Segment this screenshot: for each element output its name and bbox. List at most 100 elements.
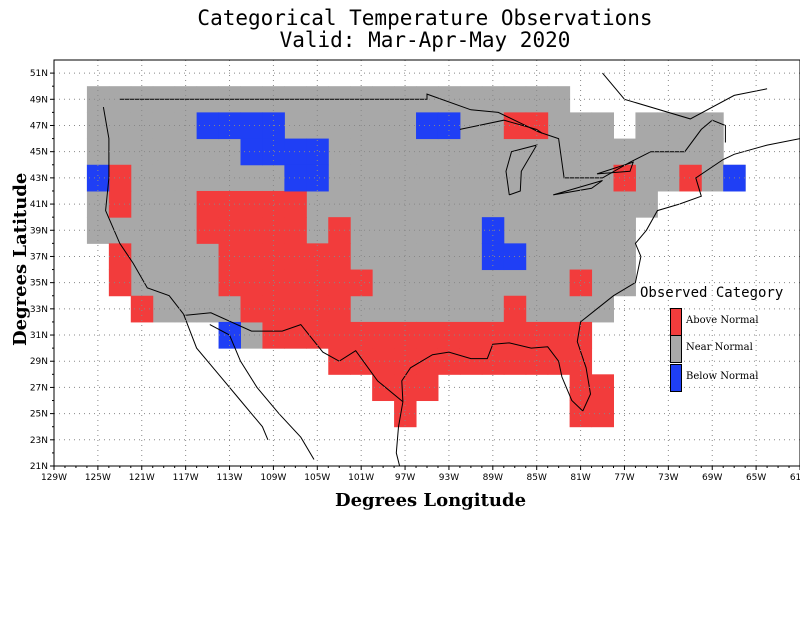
near-normal-cell bbox=[459, 295, 483, 323]
below-normal-cell bbox=[240, 112, 263, 140]
above-normal-cell bbox=[130, 295, 154, 323]
near-normal-cell bbox=[196, 164, 220, 192]
near-normal-cell bbox=[130, 164, 154, 192]
x-tick-label: 109W bbox=[260, 473, 286, 483]
near-normal-cell bbox=[152, 138, 176, 166]
near-normal-cell bbox=[86, 86, 110, 113]
near-normal-cell bbox=[86, 138, 110, 166]
near-normal-cell bbox=[569, 243, 593, 271]
near-normal-cell bbox=[503, 217, 527, 244]
near-normal-cell bbox=[525, 164, 549, 192]
x-tick-label: 81W bbox=[570, 473, 590, 483]
near-normal-cell bbox=[196, 295, 220, 323]
above-normal-cell bbox=[240, 217, 263, 244]
near-normal-cell bbox=[152, 295, 176, 323]
above-normal-cell bbox=[503, 295, 527, 323]
near-normal-cell bbox=[635, 164, 658, 192]
legend-title: Observed Category bbox=[640, 285, 784, 301]
above-normal-cell bbox=[262, 295, 285, 323]
near-normal-cell bbox=[350, 164, 373, 192]
chart-title-line2: Valid: Mar-Apr-May 2020 bbox=[279, 28, 571, 52]
near-normal-cell bbox=[547, 217, 571, 244]
near-normal-cell bbox=[130, 269, 154, 297]
near-normal-cell bbox=[394, 164, 417, 192]
x-tick-label: 121W bbox=[129, 473, 155, 483]
near-normal-cell bbox=[459, 138, 483, 166]
near-normal-cell bbox=[416, 138, 439, 166]
above-normal-cell bbox=[108, 190, 132, 218]
near-normal-cell bbox=[481, 295, 505, 323]
below-normal-cell bbox=[86, 164, 110, 192]
near-normal-cell bbox=[591, 269, 614, 297]
above-normal-cell bbox=[240, 295, 263, 323]
above-normal-cell bbox=[350, 269, 373, 297]
near-normal-cell bbox=[108, 138, 132, 166]
x-tick-label: 125W bbox=[85, 473, 111, 483]
above-normal-cell bbox=[503, 321, 527, 349]
x-tick-label: 69W bbox=[702, 473, 722, 483]
near-normal-cell bbox=[569, 190, 593, 218]
near-normal-cell bbox=[481, 86, 505, 113]
above-normal-cell bbox=[481, 348, 505, 375]
near-normal-cell bbox=[525, 190, 549, 218]
near-normal-cell bbox=[152, 164, 176, 192]
near-normal-cell bbox=[569, 138, 593, 166]
near-normal-cell bbox=[481, 269, 505, 297]
near-normal-cell bbox=[174, 243, 198, 271]
above-normal-cell bbox=[459, 321, 483, 349]
near-normal-cell bbox=[262, 164, 285, 192]
y-tick-label: 37N bbox=[30, 252, 48, 262]
legend-label-near: Near Normal bbox=[686, 342, 753, 353]
legend-label-above: Above Normal bbox=[686, 315, 759, 326]
near-normal-cell bbox=[416, 269, 439, 297]
near-normal-cell bbox=[174, 164, 198, 192]
above-normal-cell bbox=[284, 243, 307, 271]
near-normal-cell bbox=[372, 164, 395, 192]
near-normal-cell bbox=[591, 295, 614, 323]
near-normal-cell bbox=[459, 112, 483, 140]
near-normal-cell bbox=[503, 269, 527, 297]
near-normal-cell bbox=[701, 164, 724, 192]
chart-title-line1: Categorical Temperature Observations bbox=[197, 6, 653, 30]
near-normal-cell bbox=[394, 269, 417, 297]
near-normal-cell bbox=[174, 138, 198, 166]
near-normal-cell bbox=[372, 138, 395, 166]
near-normal-cell bbox=[174, 190, 198, 218]
above-normal-cell bbox=[569, 374, 593, 402]
x-tick-label: 89W bbox=[483, 473, 503, 483]
near-normal-cell bbox=[547, 138, 571, 166]
above-normal-cell bbox=[372, 321, 395, 349]
above-normal-cell bbox=[416, 374, 439, 402]
x-tick-label: 117W bbox=[173, 473, 199, 483]
above-normal-cell bbox=[416, 321, 439, 349]
near-normal-cell bbox=[701, 138, 724, 166]
above-normal-cell bbox=[591, 400, 614, 428]
above-normal-cell bbox=[569, 400, 593, 428]
coastline-path bbox=[596, 161, 635, 175]
near-normal-cell bbox=[657, 164, 680, 192]
near-normal-cell bbox=[481, 190, 505, 218]
near-normal-cell bbox=[196, 138, 220, 166]
near-normal-cell bbox=[372, 190, 395, 218]
near-normal-cell bbox=[459, 269, 483, 297]
near-normal-cell bbox=[130, 190, 154, 218]
y-tick-label: 45N bbox=[30, 148, 48, 158]
coastline-path bbox=[184, 312, 404, 403]
near-normal-cell bbox=[459, 190, 483, 218]
near-normal-cell bbox=[459, 243, 483, 271]
near-normal-cell bbox=[547, 86, 571, 113]
below-normal-cell bbox=[416, 112, 439, 140]
y-tick-label: 41N bbox=[30, 200, 48, 210]
near-normal-cell bbox=[130, 243, 154, 271]
near-normal-cell bbox=[372, 243, 395, 271]
near-normal-cell bbox=[547, 164, 571, 192]
near-normal-cell bbox=[591, 217, 614, 244]
x-axis-label: Degrees Longitude bbox=[335, 490, 527, 511]
above-normal-cell bbox=[503, 112, 527, 140]
y-tick-label: 35N bbox=[30, 279, 48, 289]
near-normal-cell bbox=[503, 138, 527, 166]
near-normal-cell bbox=[372, 217, 395, 244]
below-normal-cell bbox=[284, 138, 307, 166]
near-normal-cell bbox=[372, 112, 395, 140]
near-normal-cell bbox=[372, 295, 395, 323]
